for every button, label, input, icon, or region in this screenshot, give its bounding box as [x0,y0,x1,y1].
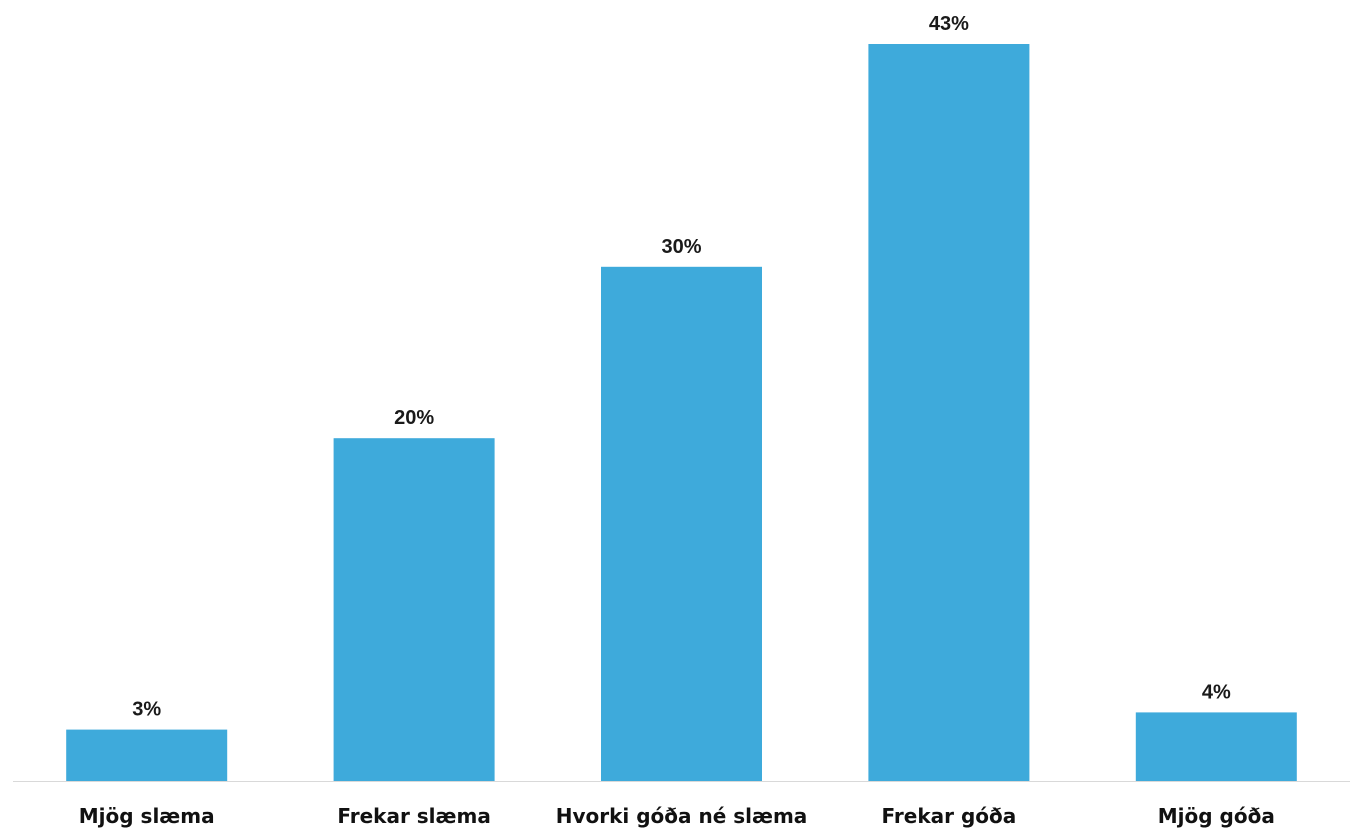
category-label-2: Frekar slæma [337,804,491,828]
value-label-5: 4% [1202,681,1231,703]
category-label-4: Frekar góða [882,804,1017,828]
bar-4 [868,44,1030,781]
bar-2 [333,438,495,781]
category-label-3: Hvorki góða né slæma [556,804,808,828]
value-label-4: 43% [929,13,969,35]
value-label-1: 3% [132,699,161,721]
bar-1 [66,729,228,781]
category-labels-group: Mjög slæma Frekar slæma Hvorki góða né slæ… [79,804,1275,828]
bar-3 [601,266,762,781]
category-label-1: Mjög slæma [79,804,215,828]
value-label-3: 30% [661,236,701,258]
bar-5 [1135,712,1297,781]
bars-group [66,44,1297,781]
category-label-5: Mjög góða [1158,804,1275,828]
value-label-2: 20% [394,407,434,429]
value-labels-group: 3% 20% 30% 43% 4% [132,13,1231,721]
